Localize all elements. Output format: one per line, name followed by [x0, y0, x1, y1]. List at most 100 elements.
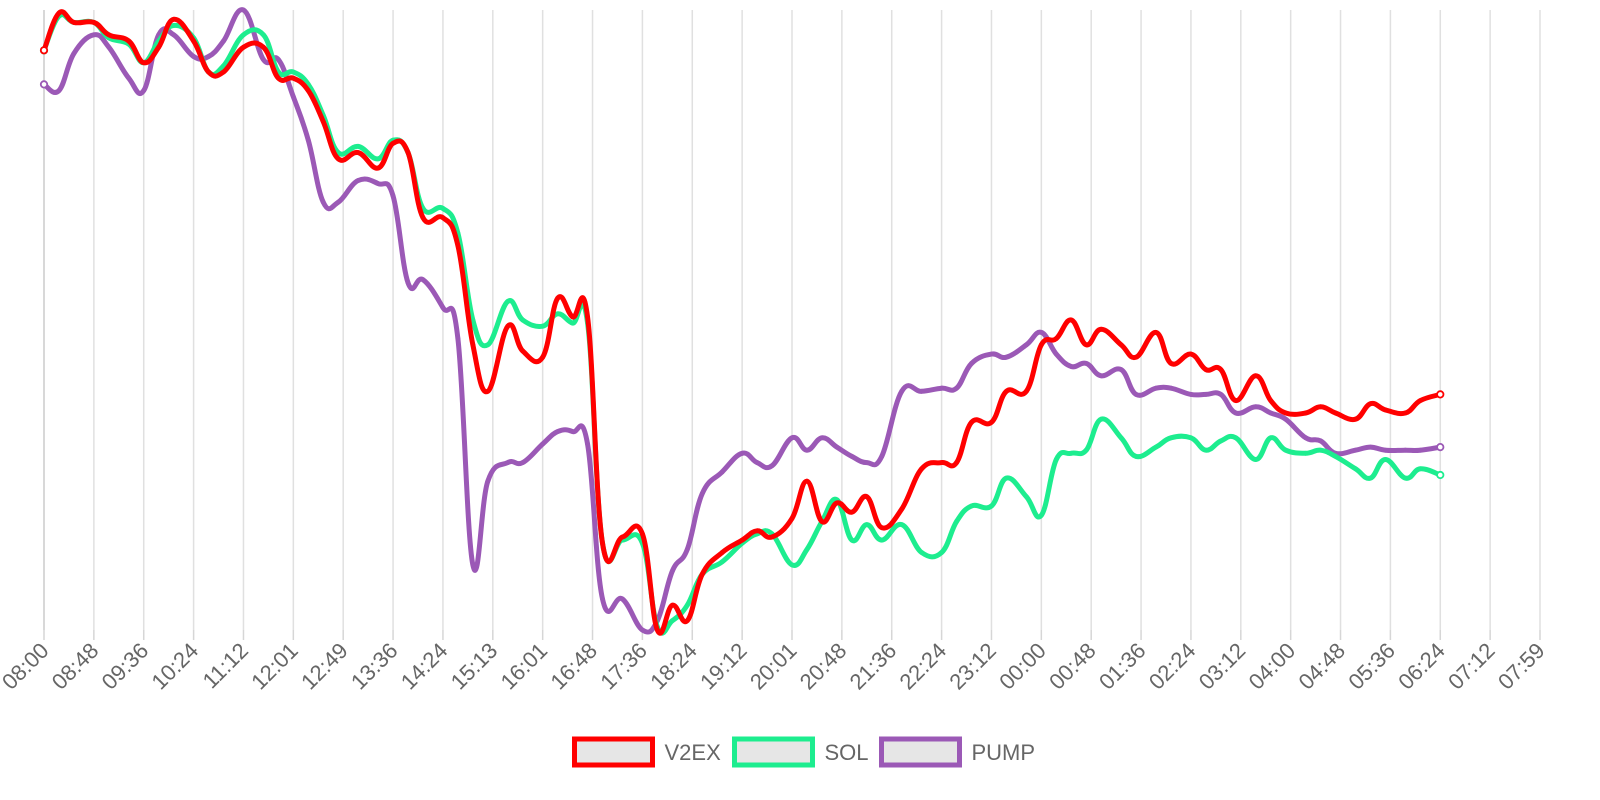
- data-point[interactable]: [540, 441, 546, 447]
- data-point[interactable]: [1318, 438, 1323, 444]
- data-point[interactable]: [485, 478, 491, 484]
- data-point[interactable]: [1402, 475, 1408, 481]
- data-point[interactable]: [919, 550, 925, 555]
- legend-item-v2ex[interactable]: V2EX: [572, 736, 722, 768]
- data-point[interactable]: [1253, 373, 1259, 379]
- data-point[interactable]: [1083, 447, 1089, 453]
- data-point[interactable]: [1038, 512, 1044, 518]
- data-point[interactable]: [375, 165, 381, 171]
- data-point[interactable]: [1383, 447, 1388, 453]
- data-point[interactable]: [899, 522, 905, 527]
- data-point[interactable]: [684, 547, 690, 552]
- data-point[interactable]: [849, 509, 855, 515]
- data-point[interactable]: [290, 94, 296, 100]
- data-point[interactable]: [1303, 410, 1309, 416]
- data-point[interactable]: [1188, 435, 1194, 441]
- data-point[interactable]: [126, 38, 132, 44]
- data-point[interactable]: [1436, 470, 1445, 480]
- data-point[interactable]: [540, 323, 546, 329]
- data-point[interactable]: [1318, 447, 1323, 453]
- data-point[interactable]: [1053, 457, 1059, 462]
- data-point[interactable]: [1253, 457, 1259, 462]
- data-point[interactable]: [969, 419, 974, 425]
- data-point[interactable]: [1368, 475, 1373, 481]
- data-point[interactable]: [440, 206, 446, 211]
- data-point[interactable]: [470, 317, 476, 323]
- data-point[interactable]: [789, 516, 795, 521]
- data-point[interactable]: [899, 506, 905, 512]
- data-point[interactable]: [819, 519, 825, 524]
- data-point[interactable]: [1203, 367, 1209, 372]
- data-point[interactable]: [141, 60, 147, 66]
- data-point[interactable]: [275, 57, 281, 62]
- data-point[interactable]: [864, 494, 870, 500]
- data-point[interactable]: [275, 75, 281, 81]
- data-point[interactable]: [1218, 438, 1224, 444]
- data-point[interactable]: [789, 562, 795, 568]
- data-point[interactable]: [1153, 330, 1159, 335]
- data-point[interactable]: [669, 602, 675, 608]
- data-point[interactable]: [1118, 367, 1124, 372]
- data-point[interactable]: [834, 444, 840, 450]
- data-point[interactable]: [919, 466, 925, 472]
- data-point[interactable]: [1436, 442, 1445, 452]
- data-point[interactable]: [355, 178, 361, 183]
- data-point[interactable]: [106, 32, 112, 38]
- data-point[interactable]: [440, 215, 446, 221]
- data-point[interactable]: [1168, 361, 1174, 366]
- data-point[interactable]: [171, 16, 177, 22]
- data-point[interactable]: [305, 137, 311, 143]
- data-point[interactable]: [1253, 404, 1259, 410]
- data-point[interactable]: [1303, 435, 1309, 441]
- data-point[interactable]: [570, 314, 575, 320]
- data-point[interactable]: [39, 46, 49, 55]
- data-point[interactable]: [1068, 450, 1074, 456]
- data-point[interactable]: [1268, 410, 1274, 416]
- data-point[interactable]: [769, 534, 775, 540]
- data-point[interactable]: [1133, 392, 1139, 397]
- legend-item-pump[interactable]: PUMP: [879, 736, 1036, 768]
- data-point[interactable]: [1402, 447, 1408, 453]
- data-point[interactable]: [819, 435, 825, 441]
- data-point[interactable]: [1068, 364, 1074, 369]
- data-point[interactable]: [505, 299, 511, 304]
- data-point[interactable]: [1233, 398, 1239, 403]
- data-point[interactable]: [39, 80, 49, 89]
- data-point[interactable]: [769, 463, 775, 469]
- data-point[interactable]: [221, 69, 226, 75]
- data-point[interactable]: [1203, 392, 1209, 397]
- data-point[interactable]: [485, 388, 491, 394]
- data-point[interactable]: [1283, 416, 1289, 422]
- data-point[interactable]: [355, 150, 361, 156]
- data-point[interactable]: [1153, 444, 1159, 450]
- data-point[interactable]: [954, 385, 959, 391]
- data-point[interactable]: [1402, 410, 1408, 416]
- data-point[interactable]: [754, 460, 760, 465]
- data-point[interactable]: [1218, 367, 1224, 372]
- data-point[interactable]: [919, 388, 925, 394]
- data-point[interactable]: [1303, 450, 1309, 456]
- data-point[interactable]: [954, 460, 959, 465]
- data-point[interactable]: [71, 51, 77, 56]
- data-point[interactable]: [1038, 342, 1044, 348]
- data-point[interactable]: [335, 156, 341, 162]
- data-point[interactable]: [1233, 410, 1239, 416]
- data-point[interactable]: [1053, 336, 1059, 341]
- data-point[interactable]: [1353, 466, 1358, 472]
- data-point[interactable]: [1098, 373, 1104, 379]
- data-point[interactable]: [1383, 457, 1388, 462]
- data-point[interactable]: [171, 23, 177, 28]
- data-point[interactable]: [455, 336, 461, 341]
- data-point[interactable]: [261, 32, 266, 38]
- data-point[interactable]: [390, 140, 396, 146]
- data-point[interactable]: [1053, 351, 1059, 357]
- data-point[interactable]: [126, 75, 132, 81]
- data-point[interactable]: [849, 537, 855, 543]
- data-point[interactable]: [954, 519, 959, 524]
- data-point[interactable]: [719, 559, 725, 565]
- data-point[interactable]: [739, 450, 745, 456]
- data-point[interactable]: [91, 20, 97, 25]
- data-point[interactable]: [789, 435, 795, 441]
- data-point[interactable]: [849, 454, 855, 459]
- data-point[interactable]: [879, 537, 885, 543]
